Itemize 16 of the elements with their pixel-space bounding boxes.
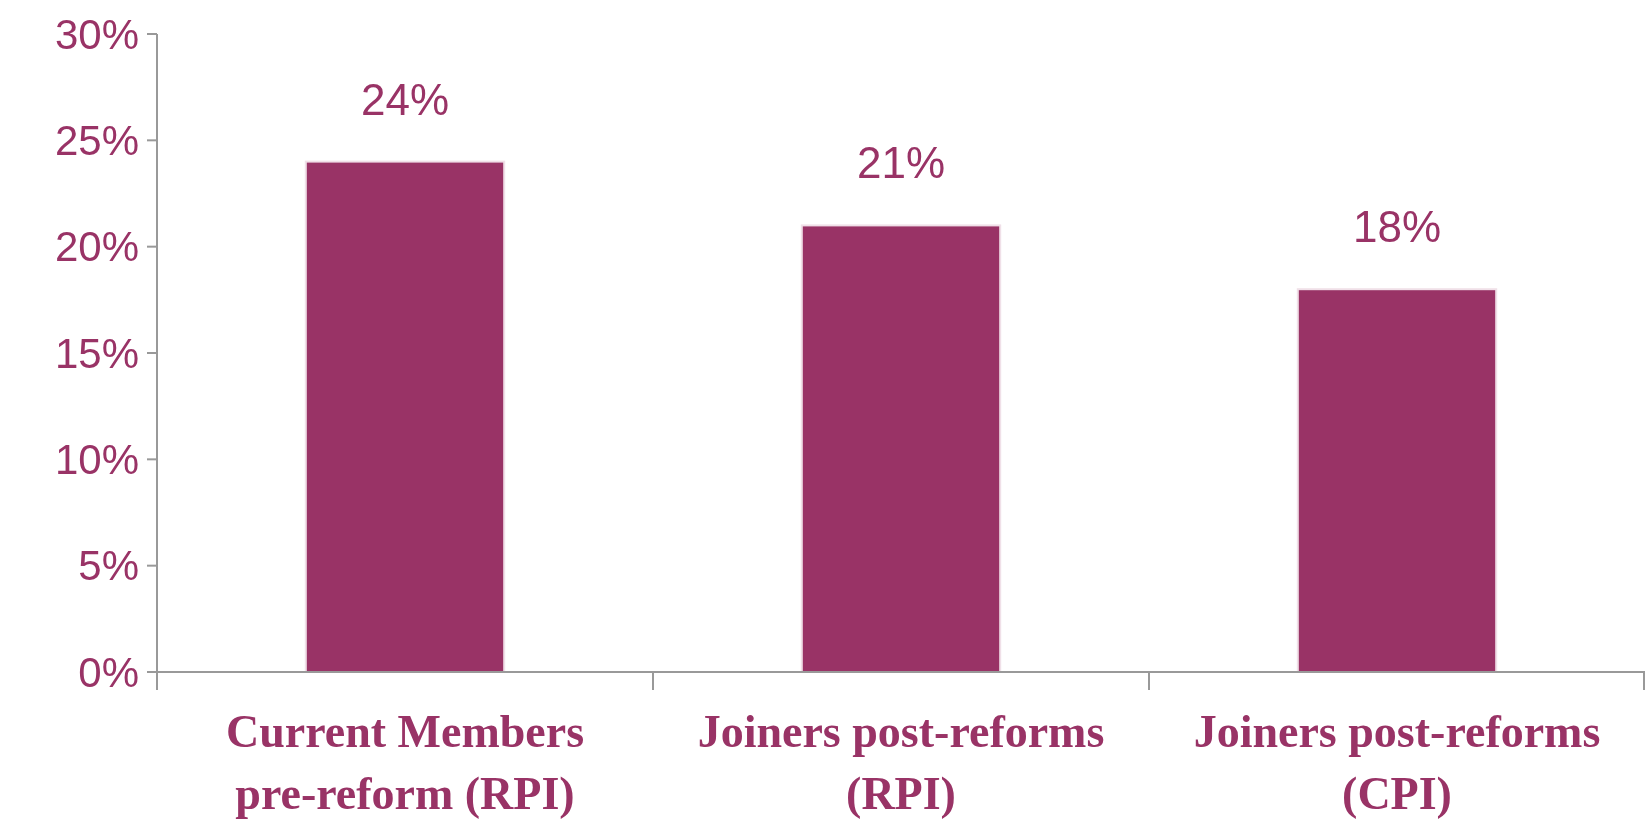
- data-label: 18%: [1352, 202, 1442, 252]
- bar: [800, 224, 1002, 673]
- y-tick-label: 10%: [54, 436, 139, 484]
- y-tick-label: 25%: [54, 117, 139, 165]
- y-tick-label: 5%: [78, 542, 139, 590]
- bar: [1296, 288, 1498, 673]
- y-tick-label: 0%: [78, 648, 139, 696]
- data-label: 21%: [856, 138, 946, 188]
- bar: [304, 160, 506, 673]
- y-tick-label: 15%: [54, 329, 139, 377]
- data-label: 24%: [360, 74, 450, 124]
- y-tick-label: 20%: [54, 223, 139, 271]
- y-tick-label: 30%: [54, 10, 139, 58]
- x-tick-label: Joiners post-reforms (CPI): [1193, 706, 1601, 819]
- x-tick-label: Joiners post-reforms (RPI): [697, 706, 1105, 819]
- x-tick-label: Current Members pre-reform (RPI): [225, 706, 585, 819]
